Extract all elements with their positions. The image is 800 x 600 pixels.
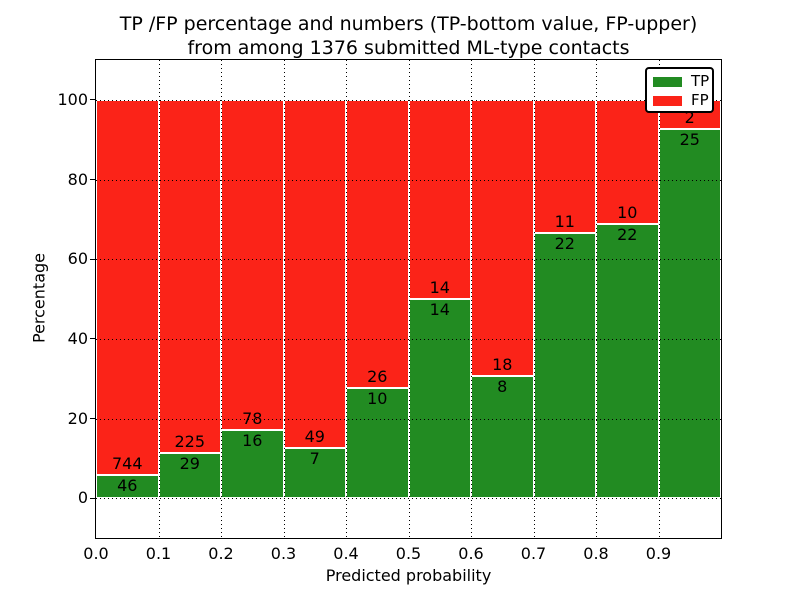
chart-title-line2: from among 1376 submitted ML-type contac… bbox=[187, 37, 630, 59]
chart-title: TP /FP percentage and numbers (TP-bottom… bbox=[96, 12, 721, 60]
bar-value-tp: 25 bbox=[679, 130, 700, 150]
x-tick-label: 0.6 bbox=[458, 544, 484, 563]
y-gridline bbox=[96, 99, 721, 101]
legend-item-tp: TP bbox=[647, 72, 712, 91]
x-gridline bbox=[158, 60, 160, 538]
bar-value-tp: 46 bbox=[117, 475, 138, 495]
bar-segment-fp bbox=[96, 99, 159, 475]
x-tick-label: 0.1 bbox=[145, 544, 172, 563]
y-gridline bbox=[96, 179, 721, 181]
bar-value-tp: 8 bbox=[497, 376, 508, 396]
bar-value-tp: 22 bbox=[554, 233, 575, 253]
bar-segment-fp bbox=[408, 99, 471, 299]
bar-value-tp: 7 bbox=[309, 449, 320, 469]
bar-value-fp: 10 bbox=[617, 203, 638, 223]
bar-value-fp: 11 bbox=[554, 211, 575, 231]
x-tick-label: 0.4 bbox=[333, 544, 359, 563]
bar-value-fp: 2 bbox=[684, 108, 695, 128]
bar-segment-fp bbox=[533, 99, 596, 233]
x-gridline bbox=[346, 60, 347, 538]
y-tick-label: 80 bbox=[67, 169, 88, 189]
x-tick-label: 0.3 bbox=[270, 544, 297, 563]
bar-segment-fp bbox=[221, 99, 284, 431]
y-tick-mark bbox=[90, 258, 95, 260]
legend-item-fp: FP bbox=[647, 91, 712, 110]
legend-swatch-fp bbox=[653, 95, 682, 106]
bar-segment-tp bbox=[96, 474, 159, 499]
y-tick-label: 40 bbox=[67, 328, 88, 348]
x-tick-label: 0.5 bbox=[395, 544, 422, 563]
y-tick-mark bbox=[90, 418, 95, 419]
chart-title-line1: TP /FP percentage and numbers (TP-bottom… bbox=[119, 13, 698, 35]
y-tick-mark bbox=[90, 338, 95, 340]
bar-value-tp: 10 bbox=[367, 388, 388, 408]
bar-segment-tp bbox=[408, 299, 471, 499]
legend-label-fp: FP bbox=[691, 91, 709, 109]
bar-value-fp: 26 bbox=[367, 366, 388, 386]
legend: TP FP bbox=[645, 67, 714, 113]
y-tick-mark bbox=[90, 99, 95, 101]
bar-segment-tp bbox=[658, 129, 721, 499]
bar-value-tp: 14 bbox=[429, 300, 450, 319]
x-axis-label: Predicted probability bbox=[325, 566, 492, 585]
bar-segment-fp bbox=[471, 99, 534, 376]
bar-segment-tp bbox=[596, 224, 659, 499]
x-gridline bbox=[408, 60, 410, 538]
y-tick-label: 20 bbox=[67, 408, 88, 428]
x-tick-label: 0.0 bbox=[83, 544, 109, 563]
y-gridline bbox=[96, 338, 721, 340]
legend-label-tp: TP bbox=[691, 72, 710, 90]
x-gridline bbox=[471, 60, 472, 538]
y-tick-label: 100 bbox=[57, 89, 88, 109]
x-gridline bbox=[596, 60, 597, 538]
bar-segment-tp bbox=[221, 430, 284, 499]
bar-value-fp: 225 bbox=[174, 431, 206, 451]
x-gridline bbox=[658, 60, 660, 538]
x-gridline bbox=[533, 60, 535, 538]
bar-value-tp: 22 bbox=[617, 225, 638, 245]
bar-segment-fp bbox=[346, 99, 409, 388]
y-tick-label: 0 bbox=[77, 488, 88, 508]
y-tick-mark bbox=[90, 497, 95, 499]
x-tick-label: 0.2 bbox=[208, 544, 234, 563]
y-tick-label: 60 bbox=[67, 249, 88, 269]
bar-segment-tp bbox=[158, 452, 221, 499]
x-gridline bbox=[221, 60, 222, 538]
bar-value-fp: 49 bbox=[304, 427, 325, 447]
bar-segment-fp bbox=[283, 99, 346, 449]
x-gridline bbox=[283, 60, 285, 538]
plot-area: 744 46 225 29 78 16 49 7 26 10 14 14 18 8 11 22 10 22 2 25 bbox=[95, 59, 722, 539]
bar-value-tp: 29 bbox=[179, 453, 200, 473]
x-tick-label: 0.7 bbox=[520, 544, 547, 563]
bar-segment-fp bbox=[158, 99, 221, 453]
y-gridline bbox=[96, 418, 721, 420]
bar-value-fp: 744 bbox=[111, 453, 143, 473]
bar-value-fp: 78 bbox=[242, 409, 263, 429]
bar-value-fp: 14 bbox=[429, 278, 450, 297]
plot-canvas: 744 46 225 29 78 16 49 7 26 10 14 14 18 8 11 22 10 22 2 25 bbox=[96, 60, 721, 538]
y-gridline bbox=[96, 259, 721, 261]
legend-swatch-tp bbox=[653, 76, 682, 87]
y-axis-label: Percentage bbox=[29, 252, 49, 344]
bar-segment-tp bbox=[533, 232, 596, 499]
y-tick-mark bbox=[90, 179, 95, 180]
bar-value-fp: 18 bbox=[492, 354, 513, 374]
y-gridline bbox=[96, 498, 721, 500]
bar-value-tp: 16 bbox=[242, 431, 263, 451]
x-tick-label: 0.8 bbox=[583, 544, 609, 563]
x-tick-label: 0.9 bbox=[645, 544, 672, 563]
